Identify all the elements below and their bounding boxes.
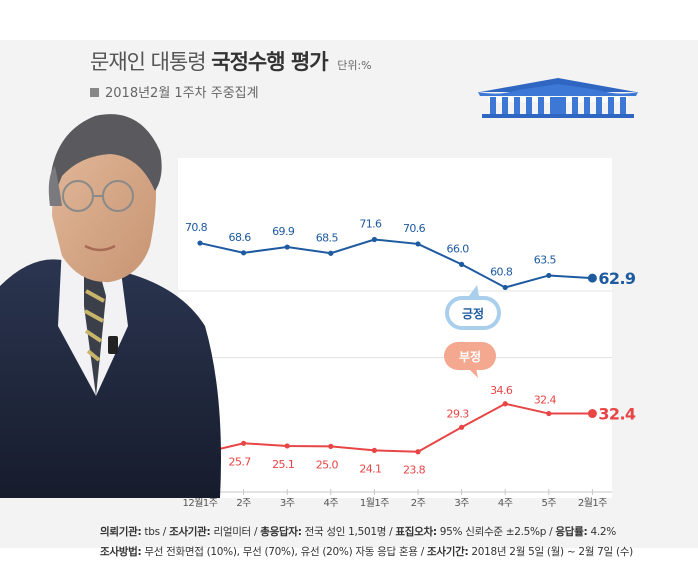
- x-tick-label: 2주: [411, 498, 426, 509]
- data-label: 25.0: [316, 458, 339, 471]
- footer-line-2: 조사방법: 무선 전화면접 (10%), 무선 (70%), 유선 (20%) …: [100, 546, 633, 558]
- data-point: [459, 424, 465, 430]
- footer-label: 조사방법:: [100, 546, 142, 558]
- x-tick-label: 3주: [454, 498, 469, 509]
- footer-label: 조사기관:: [169, 526, 211, 538]
- x-tick-label: 12월1주: [183, 497, 218, 509]
- data-point: [241, 250, 247, 256]
- legend-bubble-pointer: [469, 285, 479, 296]
- legend-label-negative: 부정: [459, 349, 481, 364]
- data-point: [328, 250, 334, 256]
- data-point: [459, 261, 465, 267]
- data-label: 71.6: [359, 217, 382, 230]
- president-portrait: [0, 114, 221, 498]
- data-label: 70.6: [403, 222, 426, 235]
- x-tick-label: 5주: [542, 498, 557, 509]
- series-line-0: [199, 238, 593, 289]
- data-label: 63.5: [534, 253, 557, 266]
- data-point: [415, 241, 421, 247]
- footer-value: 4.2%: [590, 526, 616, 538]
- data-label: 62.9: [598, 269, 636, 288]
- footer-line-1: 의뢰기관: tbs / 조사기관: 리얼미터 / 총응답자: 전국 성인 1,5…: [100, 526, 616, 538]
- footer-value: 리얼미터: [213, 526, 251, 538]
- data-point: [415, 449, 421, 455]
- title-prefix: 문재인 대통령: [90, 50, 207, 74]
- plot-area: [178, 158, 612, 498]
- blue-house-logo-icon: [478, 78, 638, 118]
- x-tick-label: 2월1주: [578, 497, 607, 509]
- x-tick-label: 3주: [280, 498, 295, 509]
- data-label: 24.1: [359, 462, 381, 475]
- data-point: [197, 240, 203, 246]
- data-label: 29.3: [447, 407, 470, 420]
- x-tick-label: 1월1주: [360, 497, 389, 509]
- data-point: [371, 447, 377, 453]
- data-label: 32.4: [534, 394, 557, 407]
- data-label: 25.1: [272, 458, 294, 471]
- footer-label: 의뢰기관:: [100, 526, 142, 538]
- data-point: [328, 443, 334, 449]
- chart-title: 문재인 대통령 국정수행 평가 단위:%: [90, 46, 372, 76]
- footer-label: 표집오차:: [395, 526, 437, 538]
- unit-label: 단위:%: [337, 59, 372, 72]
- data-point: [241, 440, 247, 446]
- data-point: [284, 443, 290, 449]
- data-label: 69.9: [272, 225, 295, 238]
- data-point: [587, 409, 597, 419]
- data-label: 23.8: [403, 464, 426, 477]
- data-point: [546, 410, 552, 417]
- title-strong: 국정수행 평가: [211, 50, 328, 74]
- square-bullet-icon: [90, 88, 99, 97]
- legend-bubble-positive: [445, 296, 501, 330]
- legend-bubble-negative: [444, 342, 496, 370]
- data-label: 68.6: [229, 231, 252, 244]
- footer-label: 총응답자:: [260, 526, 302, 538]
- data-label: 70.8: [185, 221, 208, 234]
- chart-footer: 의뢰기관: tbs / 조사기관: 리얼미터 / 총응답자: 전국 성인 1,5…: [100, 522, 633, 562]
- footer-value: 95% 신뢰수준 ±2.5%p: [439, 526, 547, 538]
- footer-label: 응답률:: [555, 526, 588, 538]
- chart-subtitle: 2018년2월 1주차 주중집계: [90, 82, 259, 101]
- footer-value: 무선 전화면접 (10%), 무선 (70%), 유선 (20%) 자동 응답 …: [144, 546, 418, 558]
- footer-value: tbs: [144, 526, 160, 538]
- data-point: [502, 284, 508, 291]
- data-label: 25.7: [229, 455, 252, 468]
- data-point: [502, 401, 508, 407]
- data-label: 32.4: [598, 405, 636, 424]
- data-label: 34.6: [490, 384, 513, 397]
- data-point: [284, 244, 290, 250]
- data-point: [587, 273, 597, 283]
- data-label: 68.5: [316, 231, 339, 244]
- subtitle-text: 2018년2월 1주차 주중집계: [105, 86, 259, 101]
- x-tick-label: 2주: [236, 498, 251, 509]
- data-point: [546, 272, 552, 279]
- x-tick-label: 4주: [498, 498, 513, 509]
- data-label: 60.8: [490, 265, 513, 278]
- footer-value: 전국 성인 1,501명: [304, 526, 387, 538]
- legend-label-positive: 긍정: [462, 306, 484, 321]
- x-tick-label: 4주: [324, 498, 339, 509]
- data-label: 66.0: [447, 242, 470, 255]
- data-point: [371, 236, 377, 243]
- footer-value: 2018년 2월 5일 (월) ~ 2월 7일 (수): [471, 546, 633, 558]
- footer-label: 조사기간:: [427, 546, 469, 558]
- legend-bubble-pointer: [468, 368, 478, 378]
- series-line-1: [199, 402, 593, 455]
